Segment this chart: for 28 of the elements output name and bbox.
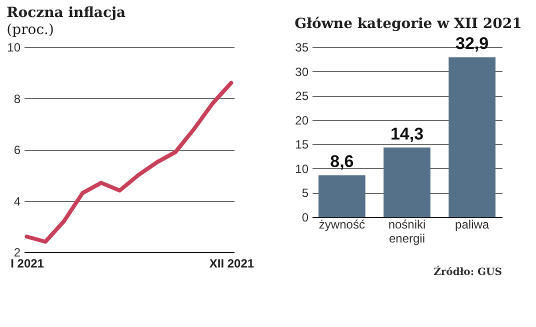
y-tick-label: 20: [295, 113, 309, 128]
chart-title: Główne kategorie w XII 2021: [294, 16, 522, 32]
bar: [448, 57, 496, 217]
text: Źródło: GUS: [434, 265, 502, 278]
data-label: 14,3: [390, 124, 424, 144]
y-tick-label: 6: [14, 143, 21, 157]
bar: [384, 148, 430, 217]
y-tick-label: 10: [295, 162, 309, 176]
x-tick-label: żywność: [318, 218, 365, 232]
line-series: [24, 80, 234, 244]
bar: [318, 175, 366, 217]
y-tick-label: 30: [295, 64, 309, 79]
chart-title: Roczna inflacja: [6, 5, 126, 21]
y-tick-label: 25: [295, 89, 309, 104]
y-tick-label: 15: [295, 138, 309, 152]
y-tick-label: 10: [7, 40, 21, 54]
y-tick-label: 35: [295, 40, 309, 54]
y-tick-label: 2: [14, 246, 21, 260]
chart-subtitle: (proc.): [6, 22, 54, 38]
y-tick-label: 8: [14, 92, 21, 106]
data-label: 8,6: [330, 152, 354, 172]
x-tick-label: XII 2021: [209, 256, 254, 270]
y-tick-label: 5: [302, 186, 309, 200]
y-tick-label: 4: [14, 194, 21, 208]
y-tick-label: 0: [302, 210, 309, 224]
x-tick-label: nośniki energii: [388, 218, 426, 246]
x-tick-label: paliwa: [455, 218, 490, 232]
x-tick-label: I 2021: [10, 256, 44, 270]
